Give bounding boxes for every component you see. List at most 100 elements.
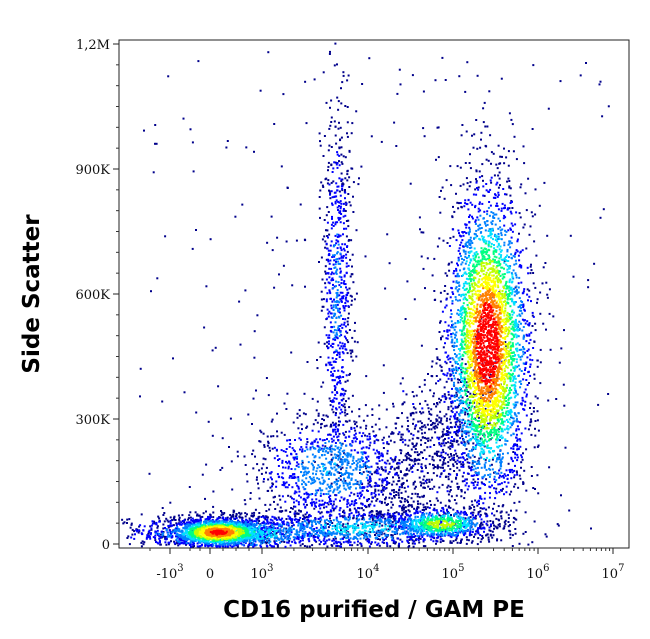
event-dot (440, 532, 442, 535)
event-dot (347, 305, 350, 308)
event-dot (376, 536, 379, 539)
event-dot (151, 522, 154, 525)
event-dot (339, 200, 342, 203)
event-dot (525, 333, 528, 336)
event-dot (187, 518, 190, 521)
event-dot (527, 543, 530, 546)
event-dot (447, 408, 450, 411)
event-dot (522, 145, 525, 148)
event-dot (316, 441, 319, 444)
event-dot (326, 308, 329, 311)
event-dot (358, 408, 361, 411)
event-dot (599, 80, 602, 83)
event-dot (414, 535, 417, 537)
event-dot (416, 510, 419, 513)
event-dot (395, 471, 398, 474)
event-dot (341, 515, 344, 518)
event-dot (438, 196, 441, 198)
event-dot (489, 204, 492, 207)
event-dot (268, 539, 271, 542)
event-dot (368, 466, 371, 469)
event-dot (332, 500, 335, 503)
event-dot (607, 393, 610, 395)
event-dot (515, 262, 518, 265)
event-dot (524, 531, 527, 533)
event-dot (452, 465, 455, 468)
event-dot (461, 430, 464, 433)
event-dot (460, 541, 462, 544)
event-dot (470, 420, 473, 423)
event-dot (328, 290, 331, 293)
event-dot (513, 501, 516, 504)
event-dot (343, 511, 346, 514)
event-dot (337, 243, 340, 246)
event-dot (456, 474, 458, 477)
event-dot (330, 116, 333, 119)
event-dot (296, 484, 299, 487)
event-dot (418, 216, 421, 219)
event-dot (462, 511, 465, 514)
event-dot (433, 503, 436, 506)
event-dot (283, 523, 286, 526)
event-dot (450, 286, 453, 289)
event-dot (399, 525, 402, 528)
event-dot (332, 245, 335, 248)
event-dot (340, 370, 343, 373)
event-dot (323, 342, 326, 345)
event-dot (450, 373, 453, 376)
event-dot (201, 515, 204, 518)
event-dot (441, 539, 444, 542)
event-dot (326, 247, 329, 250)
event-dot (458, 379, 461, 381)
event-dot (488, 90, 491, 93)
event-dot (341, 291, 344, 294)
event-dot (342, 208, 345, 210)
event-dot (263, 535, 266, 538)
event-dot (336, 430, 339, 433)
event-dot (521, 399, 524, 402)
event-dot (455, 267, 458, 270)
event-dot (526, 266, 529, 269)
event-dot (340, 282, 343, 285)
event-dot (503, 481, 506, 484)
event-dot (142, 529, 145, 532)
event-dot (433, 290, 436, 292)
event-dot (384, 469, 387, 472)
event-dot (398, 542, 401, 545)
event-dot (381, 453, 384, 456)
event-dot (241, 203, 244, 206)
event-dot (288, 530, 291, 533)
event-dot (468, 401, 471, 404)
event-dot (180, 539, 183, 542)
event-dot (456, 466, 459, 469)
event-dot (520, 432, 523, 435)
event-dot (331, 539, 334, 542)
event-dot (475, 170, 478, 173)
event-dot (491, 530, 494, 533)
event-dot (342, 511, 344, 513)
event-dot (165, 517, 168, 520)
event-dot (468, 423, 471, 426)
event-dot (374, 495, 377, 498)
event-dot (209, 516, 212, 519)
event-dot (385, 462, 388, 465)
event-dot (458, 461, 461, 464)
event-dot (497, 523, 500, 526)
event-dot (532, 282, 535, 285)
event-dot (348, 149, 351, 152)
event-dot (483, 497, 486, 500)
event-dot (292, 477, 295, 479)
event-dot (323, 506, 325, 509)
event-dot (343, 249, 346, 252)
event-dot (351, 350, 354, 353)
event-dot (413, 487, 416, 490)
event-dot (433, 452, 436, 455)
event-dot (467, 390, 470, 393)
event-dot (446, 329, 449, 332)
event-dot (470, 533, 473, 536)
event-dot (313, 502, 316, 505)
event-dot (406, 499, 409, 502)
data-points (121, 42, 610, 548)
event-dot (306, 438, 309, 441)
event-dot (436, 126, 439, 129)
